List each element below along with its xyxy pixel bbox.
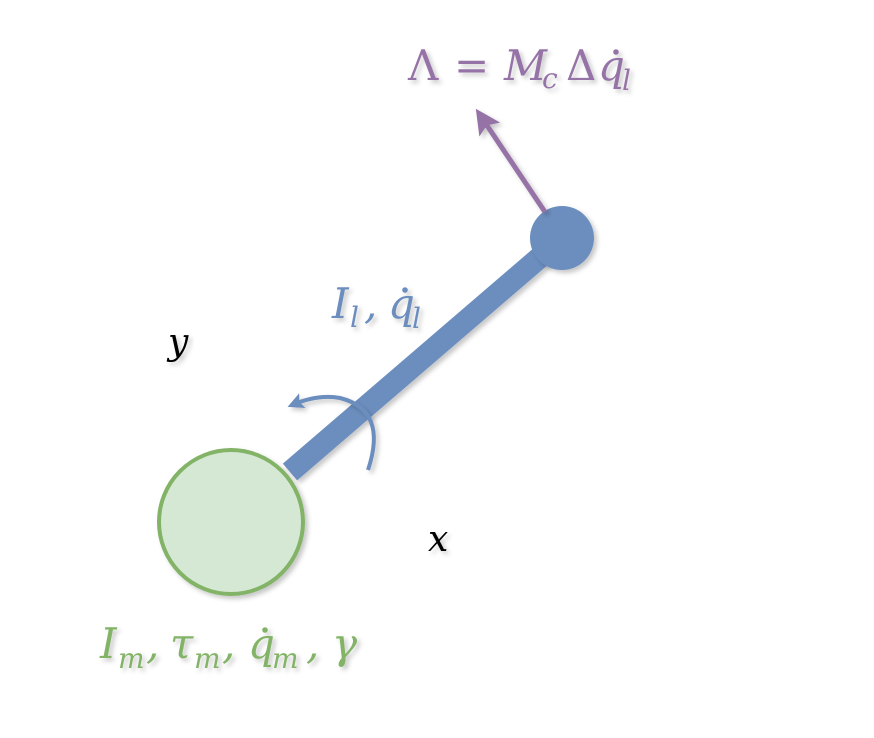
svg-text:q: q xyxy=(248,619,275,668)
svg-text:m: m xyxy=(272,642,299,675)
svg-text:Λ: Λ xyxy=(407,41,439,90)
svg-text:l: l xyxy=(412,302,421,335)
svg-text:m: m xyxy=(118,642,145,675)
svg-text:q: q xyxy=(598,41,625,90)
svg-text:q: q xyxy=(388,279,415,328)
svg-text:γ: γ xyxy=(332,619,358,668)
motor-circle xyxy=(157,448,305,596)
link-rod xyxy=(282,231,568,481)
svg-text:M: M xyxy=(503,41,548,90)
svg-text:,: , xyxy=(364,279,377,328)
force-label: Λ = M c Δ q l xyxy=(407,41,631,97)
end-effector xyxy=(530,206,594,270)
svg-text:τ: τ xyxy=(170,619,194,668)
svg-text:,: , xyxy=(222,619,235,668)
svg-text:I: I xyxy=(331,279,350,328)
svg-text:l: l xyxy=(622,64,631,97)
svg-text:=: = xyxy=(454,41,489,90)
svg-text:I: I xyxy=(99,619,118,668)
motor-label: I m , τ m , q m , γ xyxy=(99,619,358,675)
svg-text:l: l xyxy=(350,301,359,334)
svg-text:Δ: Δ xyxy=(566,41,596,90)
force-arrow xyxy=(475,108,548,214)
link-label: I l , q l xyxy=(331,279,421,335)
rotation-arrow xyxy=(287,393,376,471)
x-axis-label: x xyxy=(428,519,448,560)
svg-text:c: c xyxy=(542,62,558,95)
y-axis-label: y xyxy=(166,322,189,363)
svg-text:,: , xyxy=(306,619,319,668)
svg-text:,: , xyxy=(146,619,159,668)
svg-text:m: m xyxy=(194,642,221,675)
